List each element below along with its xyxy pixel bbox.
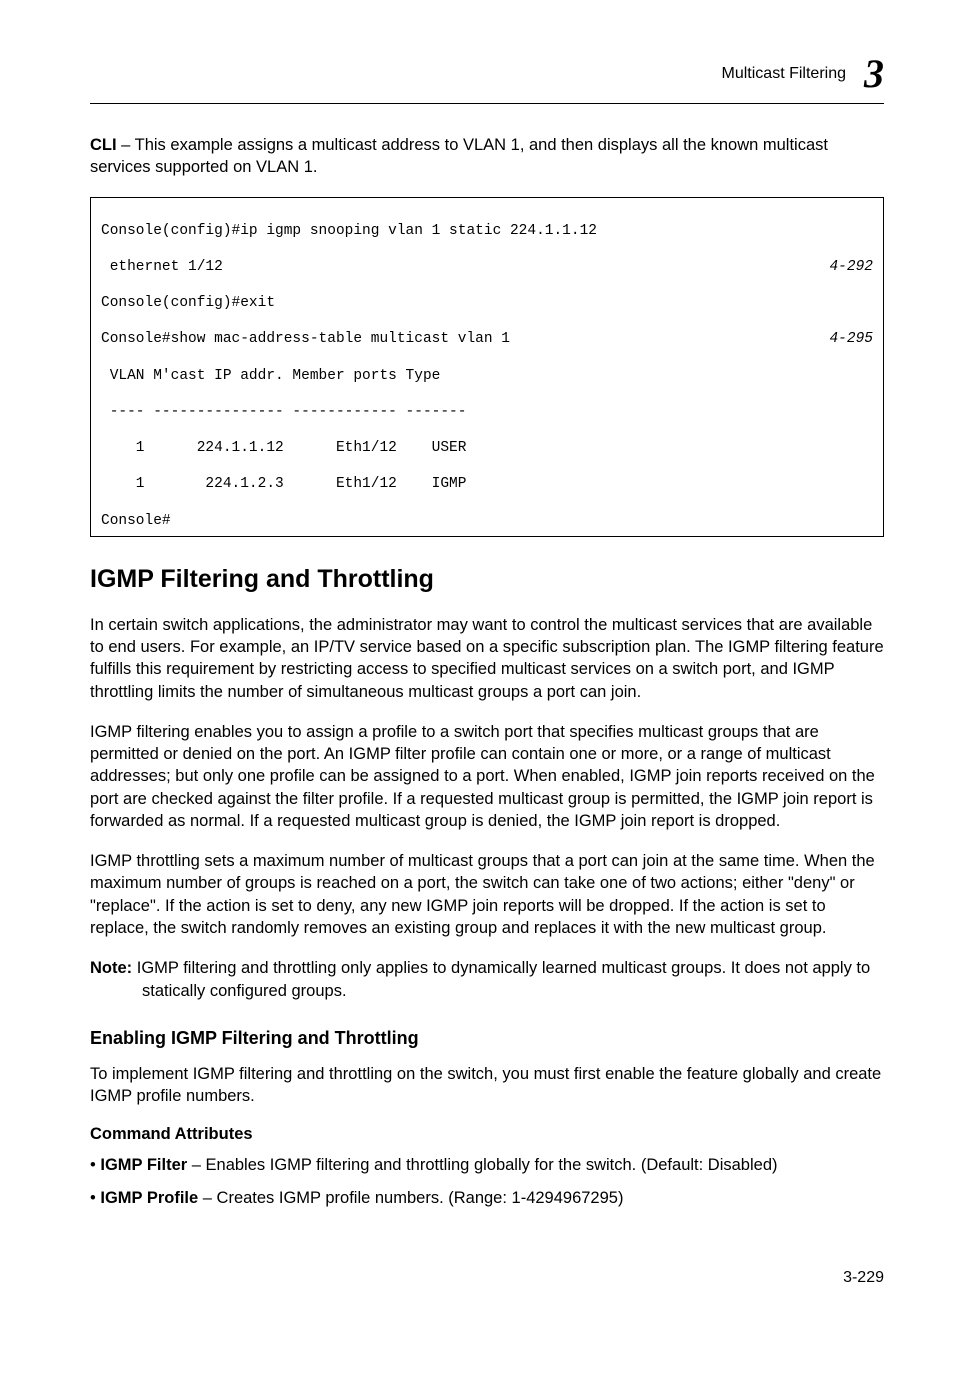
header-title: Multicast Filtering — [722, 65, 846, 83]
bullet-term: IGMP Filter — [100, 1156, 187, 1174]
cli-label: CLI — [90, 136, 117, 154]
bullet-desc: – Creates IGMP profile numbers. (Range: … — [198, 1189, 623, 1207]
paragraph: In certain switch applications, the admi… — [90, 614, 884, 703]
code-block: Console(config)#ip igmp snooping vlan 1 … — [90, 197, 884, 537]
bullet-term: IGMP Profile — [100, 1189, 198, 1207]
note-text: IGMP filtering and throttling only appli… — [132, 959, 870, 999]
paragraph: IGMP filtering enables you to assign a p… — [90, 721, 884, 832]
section-title: IGMP Filtering and Throttling — [90, 565, 884, 594]
subsection-title: Enabling IGMP Filtering and Throttling — [90, 1028, 884, 1049]
paragraph: IGMP throttling sets a maximum number of… — [90, 850, 884, 939]
code-line: ethernet 1/12 — [101, 259, 223, 275]
code-line: ---- --------------- ------------ ------… — [101, 404, 466, 420]
page-number: 3-229 — [90, 1269, 884, 1287]
code-ref: 4-295 — [829, 330, 873, 348]
code-line: VLAN M'cast IP addr. Member ports Type — [101, 368, 440, 384]
bullet-list: IGMP Filter – Enables IGMP filtering and… — [90, 1154, 884, 1209]
code-line: 1 224.1.2.3 Eth1/12 IGMP — [101, 476, 466, 492]
code-ref: 4-292 — [829, 258, 873, 276]
code-line: Console(config)#ip igmp snooping vlan 1 … — [101, 223, 597, 239]
command-attributes-heading: Command Attributes — [90, 1125, 884, 1144]
code-line: Console#show mac-address-table multicast… — [101, 331, 510, 347]
code-line: 1 224.1.1.12 Eth1/12 USER — [101, 440, 466, 456]
bullet-desc: – Enables IGMP filtering and throttling … — [187, 1156, 777, 1174]
list-item: IGMP Filter – Enables IGMP filtering and… — [90, 1154, 884, 1176]
list-item: IGMP Profile – Creates IGMP profile numb… — [90, 1187, 884, 1209]
chapter-number: 3 — [864, 50, 884, 97]
note: Note: IGMP filtering and throttling only… — [90, 957, 884, 1002]
cli-intro: CLI – This example assigns a multicast a… — [90, 134, 884, 179]
cli-text: – This example assigns a multicast addre… — [90, 136, 828, 176]
code-line: Console(config)#exit — [101, 295, 275, 311]
note-label: Note: — [90, 959, 132, 977]
paragraph: To implement IGMP filtering and throttli… — [90, 1063, 884, 1108]
code-line: Console# — [101, 513, 171, 529]
header-rule — [90, 103, 884, 104]
